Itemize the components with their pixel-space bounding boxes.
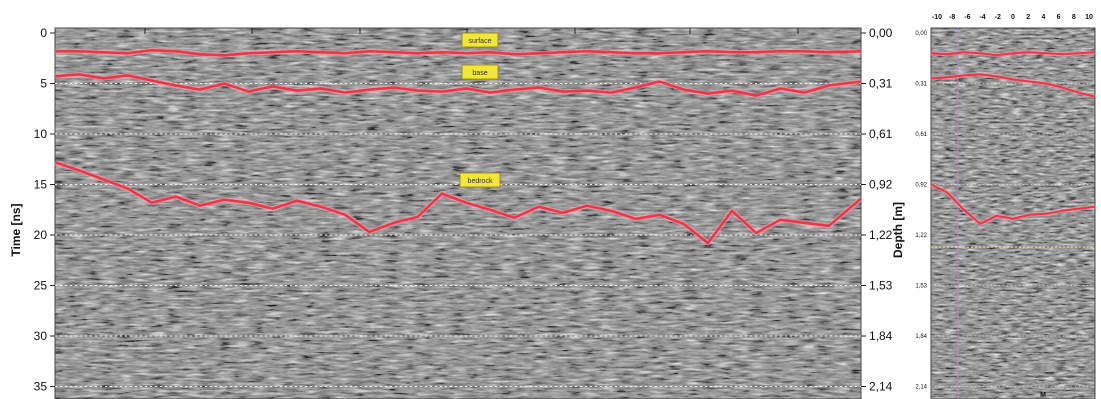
side-x-tick-label-2: -6 [964, 14, 970, 21]
side-depth-label-5: 1,53 [915, 284, 927, 290]
right-tick-label-3: 0,92 [869, 178, 893, 192]
side-horizon-line-2 [930, 183, 1096, 225]
side-x-tick-label-10: 10 [1085, 14, 1093, 21]
right-tick-label-5: 1,53 [869, 279, 893, 293]
side-depth-label-6: 1,84 [915, 334, 927, 340]
left-tick-label-4: 20 [34, 228, 48, 242]
side-x-tick-label-8: 6 [1057, 14, 1061, 21]
side-x-tick-label-1: -8 [949, 14, 955, 21]
main-left-axis: 0 5 10 15 20 25 30 35 [34, 26, 55, 394]
right-tick-label-4: 1,22 [869, 228, 893, 242]
main-top-ticks [144, 28, 799, 34]
side-depth-label-3: 0,92 [915, 183, 927, 189]
side-x-tick-label-3: -4 [979, 14, 985, 21]
layer-label-text-1: base [472, 70, 487, 77]
side-depth-label-7: 2,14 [915, 385, 927, 391]
right-tick-label-0: 0,00 [869, 26, 893, 40]
right-axis-title: Depth [m] [891, 202, 905, 258]
side-x-tick-label-5: 0 [1011, 14, 1015, 21]
right-tick-label-7: 2,14 [869, 380, 893, 394]
left-axis-title: Time [ns] [9, 203, 23, 256]
side-guides [931, 28, 1095, 399]
side-top-axis: -10 -8 -6 -4 -2 0 2 4 6 8 10 [932, 14, 1093, 21]
side-horizon-line-0 [930, 51, 1096, 57]
left-tick-label-6: 30 [34, 329, 48, 343]
side-depth-label-1: 0,31 [915, 82, 927, 88]
left-tick-label-7: 35 [34, 380, 48, 394]
layer-label-box-1 [461, 64, 499, 80]
side-x-tick-label-7: 4 [1041, 14, 1045, 21]
right-tick-label-1: 0,31 [869, 77, 893, 91]
horizon-line-0 [55, 48, 862, 57]
layer-label-text-0: surface [469, 38, 492, 45]
right-tick-label-6: 1,84 [869, 329, 893, 343]
side-depth-label-2: 0,61 [915, 132, 927, 138]
main-plot-frame [54, 27, 862, 399]
main-layer-labels: surface base bedrock [459, 32, 501, 188]
side-depth-label-4: 1,22 [915, 233, 927, 239]
layer-label-box-0 [461, 32, 499, 48]
left-tick-label-3: 15 [34, 178, 48, 192]
main-grid [55, 83, 861, 387]
side-x-tick-label-0: -10 [932, 14, 942, 21]
side-horizon-line-1 [930, 73, 1096, 98]
side-marker-label: M [1040, 392, 1046, 399]
side-radargram: -10 -8 -6 -4 -2 0 2 4 6 8 10 0,00 0,31 0,61 0,92 1,22 1… [915, 14, 1096, 399]
left-tick-label-0: 0 [40, 26, 47, 40]
side-x-tick-label-4: -2 [995, 14, 1001, 21]
side-plot-frame [930, 27, 1096, 399]
left-tick-label-2: 10 [34, 127, 48, 141]
main-horizons [54, 47, 863, 246]
side-horizons [930, 50, 1096, 226]
horizon-line-1 [54, 73, 862, 97]
right-tick-label-2: 0,61 [869, 127, 893, 141]
left-tick-label-1: 5 [40, 77, 47, 91]
left-tick-label-5: 25 [34, 279, 48, 293]
side-depth-label-0: 0,00 [915, 31, 927, 37]
side-right-axis: 0,00 0,31 0,61 0,92 1,22 1,53 1,84 2,14 [915, 31, 927, 391]
layer-label-text-2: bedrock [468, 178, 493, 185]
horizon-line-2 [54, 161, 862, 245]
side-x-tick-label-6: 2 [1026, 14, 1030, 21]
main-right-axis: 0,00 0,31 0,61 0,92 1,22 1,53 1,84 2,14 [861, 26, 893, 394]
layer-label-box-2 [459, 172, 501, 188]
side-x-tick-label-9: 8 [1072, 14, 1076, 21]
